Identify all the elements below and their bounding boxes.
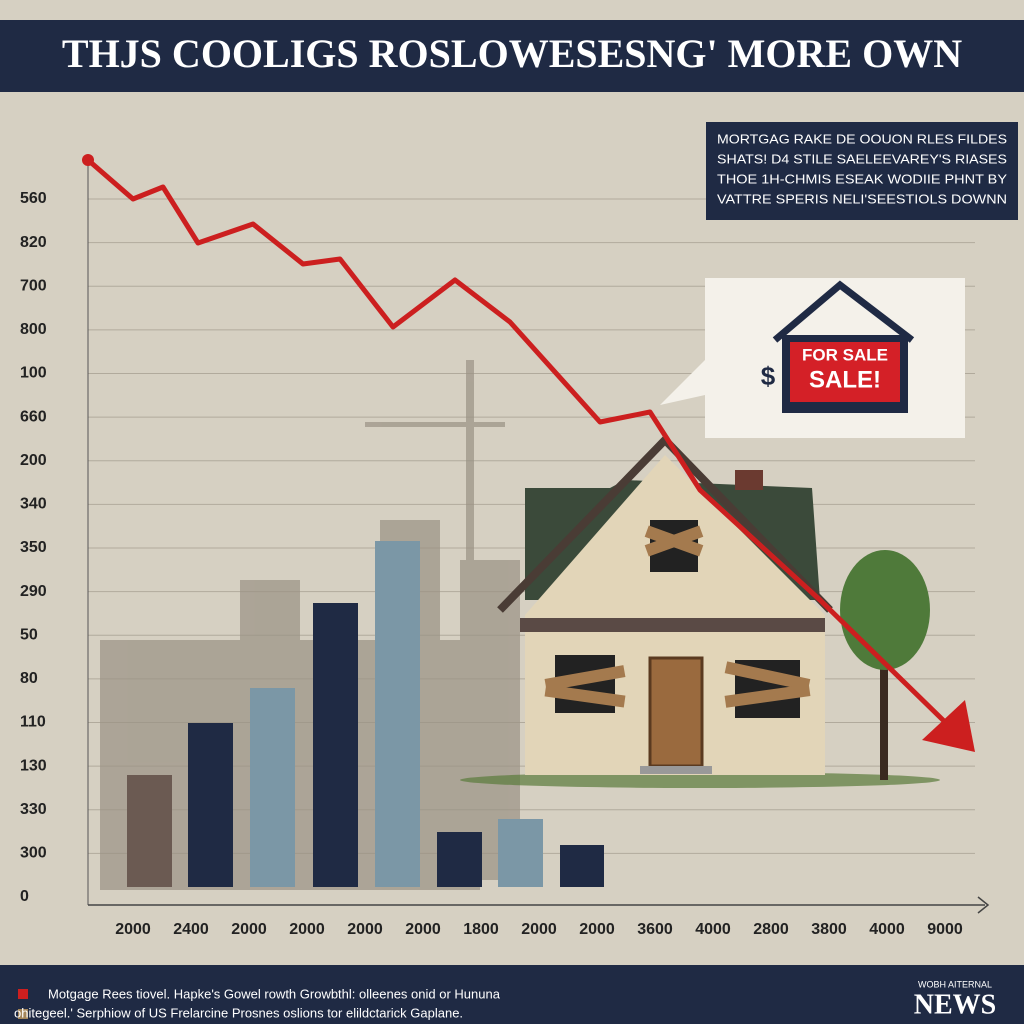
bar [250, 688, 295, 887]
y-label: 330 [20, 801, 47, 818]
trend-arrowhead [922, 700, 975, 752]
x-label: 9000 [927, 921, 963, 938]
bar [313, 603, 358, 887]
callout-box [706, 122, 1018, 220]
trend-line [86, 158, 947, 724]
legend-text: ohitegeel.' Serphiow of US Frelarcine Pr… [14, 1005, 463, 1020]
x-label: 2000 [347, 921, 383, 938]
y-label: 820 [20, 234, 47, 251]
callout-line: THOE 1H-CHMIS ESEAK WODIIE PHNT BY [717, 171, 1007, 186]
y-labels: 560 820 700 800 100 660 200 340 350 290 50 80 110 130… [20, 190, 47, 905]
footer-band [0, 965, 1024, 1024]
x-labels: 2000 2400 2000 2000 2000 2000 1800 2000 2000 3600… [115, 921, 963, 938]
y-label: 340 [20, 496, 47, 513]
y-label: 80 [20, 670, 38, 687]
bar [127, 775, 172, 887]
y-label: 700 [20, 277, 47, 294]
y-label: 290 [20, 583, 47, 600]
x-label: 1800 [463, 921, 499, 938]
brand-small: WOBH AITERNAL [918, 979, 992, 989]
y-label: 560 [20, 190, 47, 207]
x-label: 2000 [289, 921, 325, 938]
y-label: 110 [20, 714, 46, 731]
callout-line: VATTRE SPERIS NELI'SEESTIOLS DOWNN [717, 191, 1007, 206]
y-label: 50 [20, 626, 38, 643]
x-label: 3800 [811, 921, 847, 938]
y-label: 100 [20, 365, 47, 382]
y-label: 350 [20, 539, 47, 556]
bar [498, 819, 543, 887]
callout-text: MORTGAG RAKE DE OOUON RLES FILDES SHATS! … [717, 131, 1007, 206]
sale-line1: FOR SALE [802, 345, 888, 364]
bubble-tail [660, 360, 705, 405]
legend-text: Motgage Rees tiovel. Hapke's Gowel rowth… [48, 986, 501, 1001]
title: THJS COOLIGS ROSLOWESESNG' MORE OWN [62, 31, 962, 76]
y-label: 300 [20, 845, 47, 862]
trend-start [82, 154, 94, 166]
bar [560, 845, 604, 887]
x-label: 2800 [753, 921, 789, 938]
x-label: 2000 [405, 921, 441, 938]
sale-sign [790, 342, 900, 402]
callout-line: SHATS! D4 STILE SAELEEVAREY'S RIASES [717, 151, 1007, 166]
x-label: 2000 [231, 921, 267, 938]
sale-roof [772, 280, 915, 343]
y-label: 800 [20, 321, 47, 338]
bar [375, 541, 420, 887]
legend-swatch [18, 1009, 28, 1019]
y-label: 130 [20, 757, 47, 774]
legend-swatch [18, 989, 28, 999]
y-label: 660 [20, 408, 47, 425]
x-label: 2400 [173, 921, 209, 938]
x-label: 4000 [869, 921, 905, 938]
x-label: 2000 [115, 921, 151, 938]
house [460, 434, 940, 788]
bar [188, 723, 233, 887]
bar [437, 832, 482, 887]
y-label: 0 [20, 888, 29, 905]
sale-dollar: $ [761, 361, 776, 391]
y-label: 200 [20, 452, 47, 469]
x-label: 4000 [695, 921, 731, 938]
x-label: 2000 [579, 921, 615, 938]
x-axis-arrow [977, 896, 990, 914]
brand: NEWS [914, 989, 996, 1020]
sale-line2: SALE! [809, 366, 881, 393]
bars [127, 541, 604, 887]
callout-line: MORTGAG RAKE DE OOUON RLES FILDES [717, 131, 1007, 146]
header-band [0, 20, 1024, 92]
x-label: 3600 [637, 921, 673, 938]
x-label: 2000 [521, 921, 557, 938]
